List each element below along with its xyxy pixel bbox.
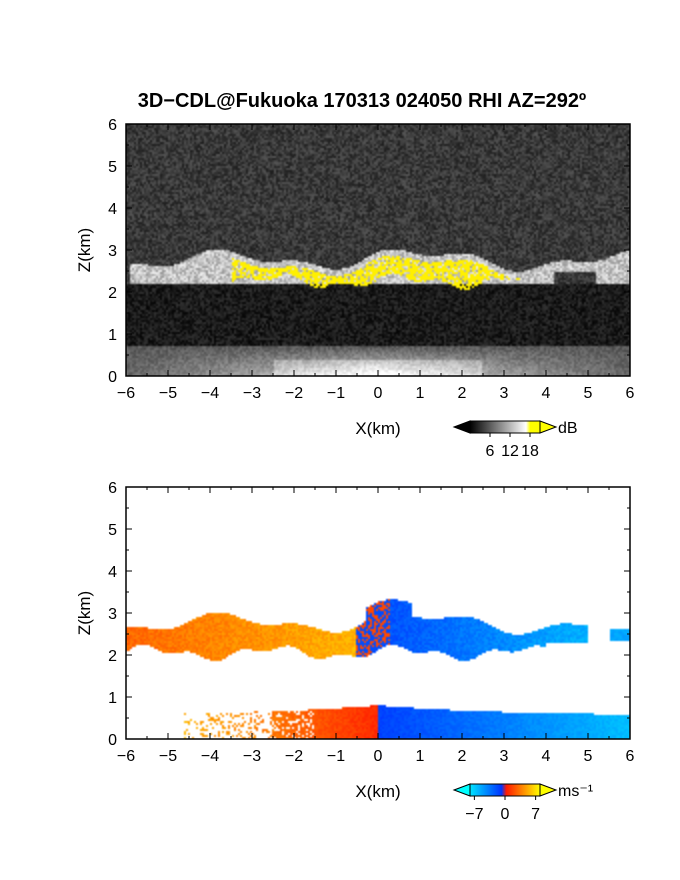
y-tick-label: 4 [108, 564, 117, 581]
y-tick-label: 5 [108, 522, 117, 539]
colorbar-gradient [469, 420, 541, 434]
x-tick-label: 4 [542, 748, 551, 765]
tick-marks [125, 123, 631, 377]
y-tick-label: 6 [108, 117, 117, 134]
y-tick-label: 2 [108, 285, 117, 302]
chart-title: 3D−CDL@Fukuoka 170313 024050 RHI AZ=292º [138, 90, 587, 112]
y-tick-labels: 0 1 2 3 4 5 6 [108, 480, 117, 749]
backscatter-field [126, 124, 630, 376]
x-axis-label: X(km) [355, 419, 400, 438]
y-tick-label: 3 [108, 606, 117, 623]
colorbar-unit: dB [558, 420, 578, 437]
x-tick-label: 3 [500, 385, 509, 402]
y-tick-label: 6 [108, 480, 117, 497]
colorbar-left-arrow [452, 420, 471, 434]
colorbar-tick-label: 12 [501, 443, 519, 460]
y-tick-label: 3 [108, 243, 117, 260]
x-tick-label: 1 [416, 385, 425, 402]
x-tick-label: −2 [285, 385, 303, 402]
x-tick-label: −6 [117, 385, 135, 402]
colorbar-tick-label: 18 [521, 443, 539, 460]
x-tick-label: −5 [159, 385, 177, 402]
x-tick-label: 6 [626, 748, 635, 765]
x-tick-label: −4 [201, 385, 219, 402]
y-tick-label: 4 [108, 201, 117, 218]
x-tick-label: 0 [374, 385, 383, 402]
colorbar-unit: ms⁻¹ [558, 783, 593, 800]
y-tick-label: 1 [108, 690, 117, 707]
y-tick-label: 5 [108, 159, 117, 176]
colorbar-right-arrow [539, 420, 558, 434]
x-tick-label: −4 [201, 748, 219, 765]
x-tick-label: −1 [327, 385, 345, 402]
x-tick-labels: −6 −5 −4 −3 −2 −1 0 1 2 3 4 5 6 [117, 748, 635, 765]
x-tick-label: 0 [374, 748, 383, 765]
colorbar-right-arrow [539, 783, 558, 797]
y-tick-label: 0 [108, 732, 117, 749]
x-tick-label: −1 [327, 748, 345, 765]
colorbar-gradient [469, 783, 541, 797]
y-tick-label: 0 [108, 369, 117, 386]
velocity-field [126, 487, 630, 739]
colorbar-tick-label: −7 [465, 806, 483, 823]
y-tick-label: 1 [108, 327, 117, 344]
x-tick-label: 2 [458, 748, 467, 765]
colorbar-ticks: 6 12 18 [486, 433, 539, 460]
x-tick-label: −3 [243, 385, 261, 402]
x-tick-label: −2 [285, 748, 303, 765]
x-tick-labels: −6 −5 −4 −3 −2 −1 0 1 2 3 4 5 6 [117, 385, 635, 402]
y-axis-label: Z(km) [75, 228, 94, 272]
x-tick-label: 5 [584, 385, 593, 402]
x-tick-label: −5 [159, 748, 177, 765]
colorbar: 6 12 18 dB [452, 420, 578, 460]
colorbar-tick-label: 7 [531, 806, 540, 823]
x-axis-label: X(km) [355, 782, 400, 801]
colorbar-ticks: −7 0 7 [465, 796, 540, 823]
x-tick-label: 5 [584, 748, 593, 765]
x-tick-label: −3 [243, 748, 261, 765]
colorbar: −7 0 7 ms⁻¹ [452, 783, 593, 823]
x-tick-label: −6 [117, 748, 135, 765]
y-tick-labels: 0 1 2 3 4 5 6 [108, 117, 117, 386]
x-tick-label: 3 [500, 748, 509, 765]
x-tick-label: 4 [542, 385, 551, 402]
x-tick-label: 2 [458, 385, 467, 402]
y-axis-label: Z(km) [75, 591, 94, 635]
x-tick-label: 6 [626, 385, 635, 402]
y-tick-label: 2 [108, 648, 117, 665]
colorbar-tick-label: 0 [501, 806, 510, 823]
tick-marks [125, 486, 631, 740]
x-tick-label: 1 [416, 748, 425, 765]
colorbar-left-arrow [452, 783, 471, 797]
colorbar-tick-label: 6 [486, 443, 495, 460]
